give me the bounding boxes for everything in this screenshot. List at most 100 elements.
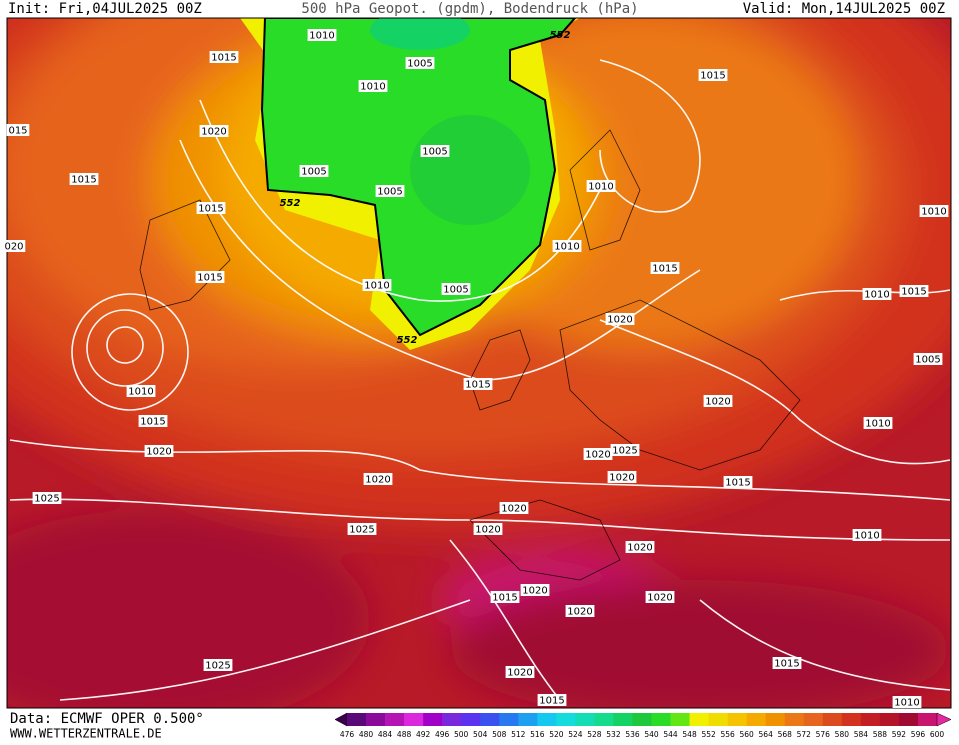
colorbar-swatch: [347, 713, 367, 726]
colorbar-label: 596: [911, 730, 926, 739]
isobar-label-box: [703, 395, 733, 407]
colorbar-swatch: [423, 713, 443, 726]
colorbar-swatch: [879, 713, 900, 726]
isobar-label: 1020: [647, 593, 672, 604]
isobar-label: 1005: [301, 167, 326, 178]
colorbar: 476 480 484 488 492 496 500 504 508 512 516 520 524 5…: [334, 712, 952, 739]
colorbar-swatch: [708, 713, 728, 726]
isobar-label: 1015: [774, 659, 799, 670]
colorbar-label: 568: [778, 730, 793, 739]
isobar-label-box: [723, 476, 753, 488]
colorbar-swatch: [860, 713, 881, 726]
data-source: Data: ECMWF OPER 0.500°: [10, 711, 204, 727]
isobar-label-box: [363, 473, 393, 485]
labels: 1010 1015 1005 1010 1015 1020 015 1005 1005 1005 1…: [2, 29, 949, 709]
colorbar-swatch: [917, 713, 938, 726]
isobar-label: 1015: [901, 287, 926, 298]
isobar-label-box: [605, 313, 635, 325]
geopotential-label: 552: [397, 335, 418, 346]
isobar-label-box: [441, 283, 471, 295]
isobar-label: 020: [4, 242, 23, 253]
colorbar-label: 588: [873, 730, 888, 739]
isobar-label-box: [520, 584, 550, 596]
colorbar-label: 536: [625, 730, 640, 739]
isobar-label-box: [209, 51, 239, 63]
map-field: [7, 18, 951, 708]
map-frame: [6, 17, 952, 709]
colorbar-label: 496: [435, 730, 450, 739]
geopotential-label: 552: [280, 198, 301, 209]
isobar-label-box: [645, 591, 675, 603]
isobar-label-box: [913, 353, 943, 365]
isobar-label-box: [625, 541, 655, 553]
isobar-label-box: [375, 185, 405, 197]
colorbar-label: 504: [473, 730, 488, 739]
colorbar-label: 572: [797, 730, 812, 739]
colorbar-label: 548: [682, 730, 697, 739]
valid-time: Valid: Mon,14JUL2025 00Z: [743, 1, 945, 17]
colorbar-swatch: [499, 713, 519, 726]
isobar-label: 1020: [522, 586, 547, 597]
isobar-label: 1015: [725, 478, 750, 489]
isobar-label-box: [203, 659, 233, 671]
isobar-label: 1010: [864, 290, 889, 301]
colorbar-swatch: [366, 713, 386, 726]
isobar-label-box: [196, 202, 226, 214]
colorbar-label: 556: [720, 730, 735, 739]
colorbar-swatch: [632, 713, 652, 726]
colorbar-label: 512: [511, 730, 526, 739]
isobar-label-box: [607, 471, 637, 483]
isobar-label: 1015: [465, 380, 490, 391]
geopotential-label: 552: [550, 30, 571, 41]
isobar-label-box: [863, 417, 893, 429]
colorbar-label: 516: [530, 730, 545, 739]
colorbar-swatch: [784, 713, 805, 726]
colorbar-swatch: [575, 713, 595, 726]
isobar-label: 1020: [365, 475, 390, 486]
colorbar-swatch: [404, 713, 424, 726]
colorbar-label: 564: [759, 730, 774, 739]
isobar-label-box: [583, 448, 613, 460]
colorbar-swatch: [461, 713, 481, 726]
colorbar-swatch: [765, 713, 786, 726]
colorbar-label: 508: [492, 730, 507, 739]
isobar-label-box: [537, 694, 567, 706]
isobar-label-box: [552, 240, 582, 252]
isobar-label: 1020: [585, 450, 610, 461]
isobar-label: 1020: [475, 525, 500, 536]
isobar-label: 1020: [705, 397, 730, 408]
isobar-label-box: [32, 492, 62, 504]
isobar-label: 1005: [377, 187, 402, 198]
isobar-label: 1015: [198, 204, 223, 215]
colorbar-swatch: [442, 713, 462, 726]
isobar-label: 1005: [443, 285, 468, 296]
isobar-label: 1010: [364, 281, 389, 292]
isobar-label: 1010: [921, 207, 946, 218]
colorbar-label: 500: [454, 730, 469, 739]
isobar-label-box: [473, 523, 503, 535]
colorbar-label: 576: [816, 730, 831, 739]
isobar-label-box: [6, 124, 30, 136]
colorbar-label: 544: [663, 730, 678, 739]
colorbar-label: 592: [892, 730, 907, 739]
isobar-label-box: [195, 271, 225, 283]
isobar-label: 1010: [554, 242, 579, 253]
colorbar-label: 488: [397, 730, 412, 739]
isobar-label: 1020: [501, 504, 526, 515]
colorbar-swatch: [841, 713, 862, 726]
colorbar-label: 484: [378, 730, 393, 739]
isobar-label: 1010: [360, 82, 385, 93]
isobar-label-box: [307, 29, 337, 41]
colorbar-label: 476: [340, 730, 355, 739]
isobar-label: 1015: [71, 175, 96, 186]
isobar-label-box: [2, 240, 26, 252]
isobar-label: 1020: [507, 668, 532, 679]
isobar-label: 1025: [612, 446, 637, 457]
isobar-label-box: [919, 205, 949, 217]
colorbar-swatch: [556, 713, 576, 726]
isobar-label: 1025: [34, 494, 59, 505]
isobar-label: 1015: [492, 593, 517, 604]
colorbar-swatch: [651, 713, 671, 726]
colorbar-swatch: [822, 713, 843, 726]
isobar-label-box: [463, 378, 493, 390]
